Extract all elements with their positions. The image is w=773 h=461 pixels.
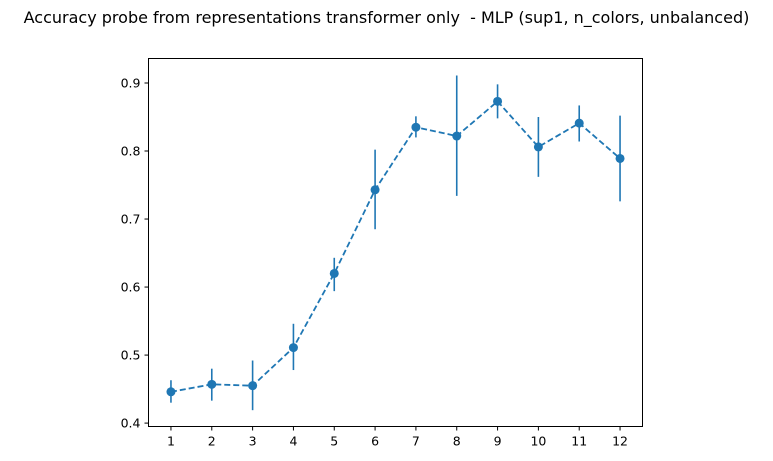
data-point-12 xyxy=(615,153,625,163)
data-point-4 xyxy=(288,343,298,353)
x-tick-label: 9 xyxy=(494,434,502,449)
data-point-5 xyxy=(329,268,339,278)
y-tick-label: 0.5 xyxy=(121,348,141,363)
x-tick-label: 11 xyxy=(571,434,587,449)
y-tick-label: 0.4 xyxy=(121,416,141,431)
x-tick-label: 1 xyxy=(167,434,175,449)
data-point-8 xyxy=(452,131,462,141)
x-tick-label: 5 xyxy=(330,434,338,449)
x-tick-label: 6 xyxy=(371,434,379,449)
y-tick-label: 0.8 xyxy=(121,144,141,159)
x-tick-label: 4 xyxy=(289,434,297,449)
data-point-11 xyxy=(574,118,584,128)
x-tick-label: 12 xyxy=(612,434,628,449)
data-point-9 xyxy=(493,96,503,106)
x-tick-label: 10 xyxy=(530,434,546,449)
x-tick-label: 3 xyxy=(249,434,257,449)
x-tick-label: 2 xyxy=(208,434,216,449)
x-tick-label: 7 xyxy=(412,434,420,449)
data-point-6 xyxy=(370,185,380,195)
y-tick-label: 0.9 xyxy=(121,75,141,90)
data-point-1 xyxy=(166,387,176,397)
data-point-7 xyxy=(411,122,421,132)
y-tick-label: 0.7 xyxy=(121,212,141,227)
x-tick-label: 8 xyxy=(453,434,461,449)
data-point-2 xyxy=(207,379,217,389)
axes-frame xyxy=(148,58,643,427)
series-line xyxy=(170,100,621,393)
y-tick-label: 0.6 xyxy=(121,280,141,295)
data-point-10 xyxy=(533,142,543,152)
data-point-3 xyxy=(248,381,258,391)
chart-title: Accuracy probe from representations tran… xyxy=(23,8,750,27)
